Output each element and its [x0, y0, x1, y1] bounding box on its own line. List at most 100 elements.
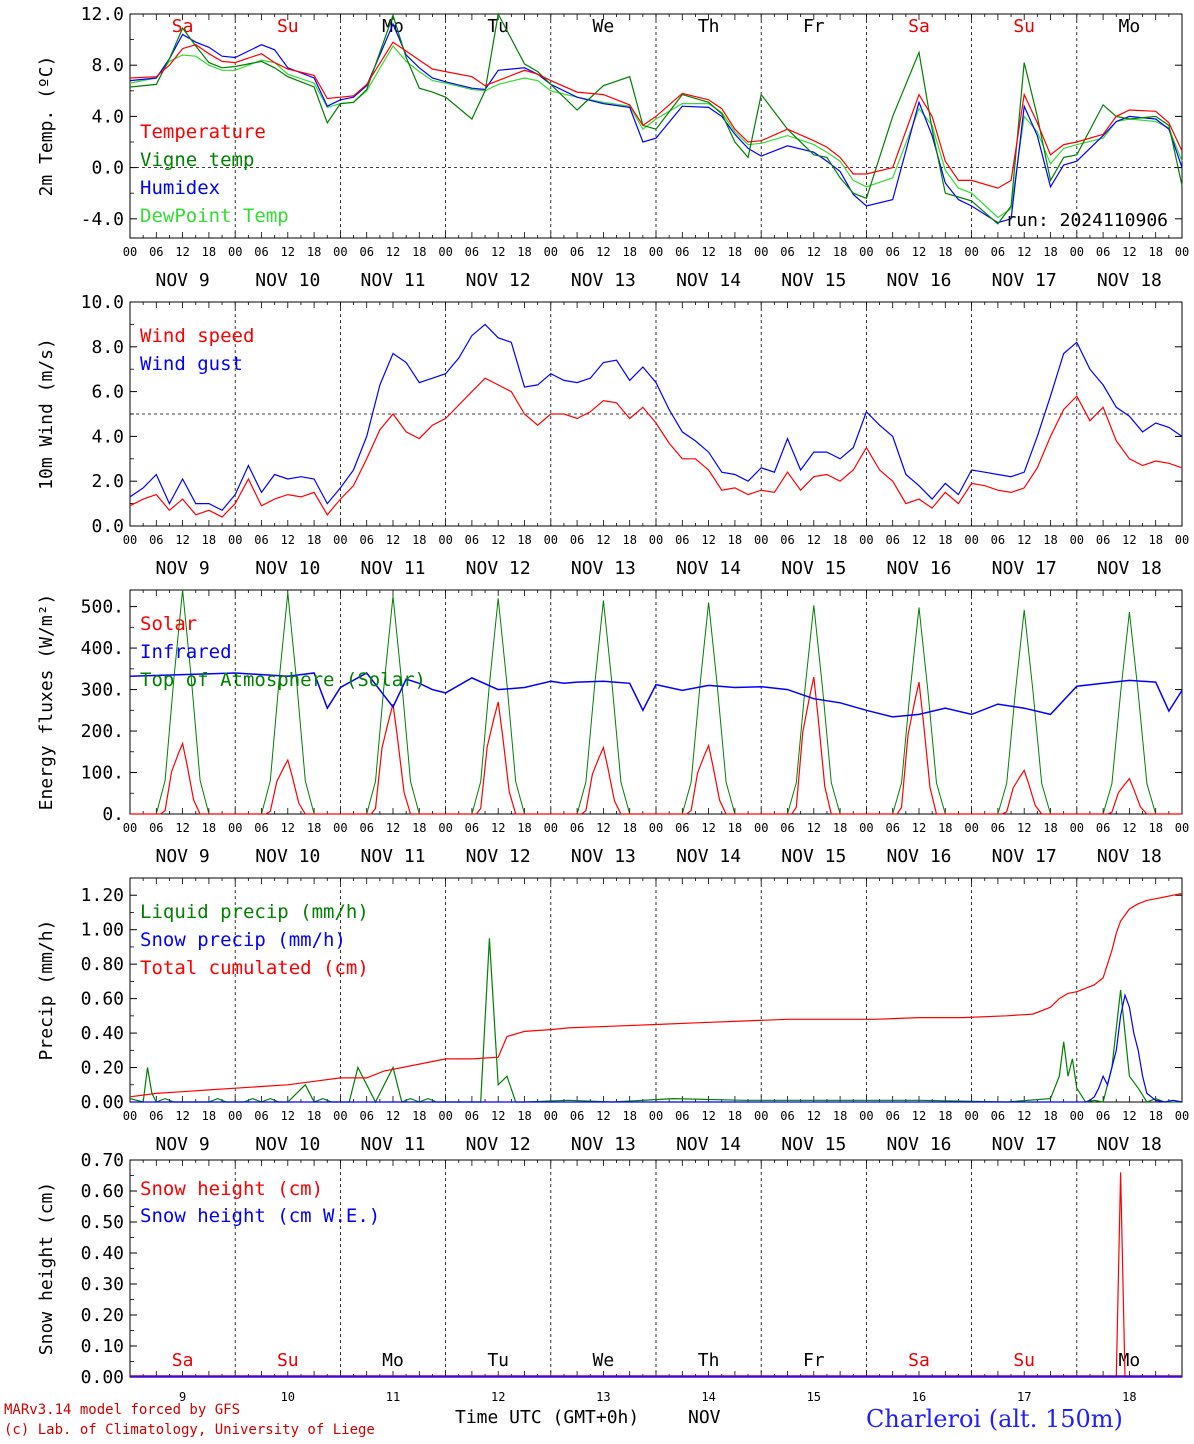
- energy-toa-line: [130, 589, 1182, 815]
- snow-day-number: 16: [912, 1390, 926, 1404]
- snow-y-tick-label: 0.20: [81, 1305, 124, 1326]
- wind-hour-label: 06: [465, 533, 479, 547]
- precip-y-tick-label: 1.20: [81, 885, 124, 906]
- temp-hour-label: 12: [1017, 245, 1031, 259]
- precip-date-label: NOV 11: [360, 1134, 425, 1155]
- temp-date-label: NOV 13: [571, 270, 636, 291]
- precip-hour-label: 18: [412, 1109, 426, 1123]
- temp-hour-label: 12: [491, 245, 505, 259]
- precip-hour-label: 06: [149, 1109, 163, 1123]
- wind-hour-label: 00: [1175, 533, 1189, 547]
- wind-date-label: NOV 13: [571, 558, 636, 579]
- temp-hour-label: 06: [675, 245, 689, 259]
- energy-hour-label: 06: [1096, 821, 1110, 835]
- temp-hour-label: 12: [175, 245, 189, 259]
- energy-hour-label: 00: [228, 821, 242, 835]
- wind-date-label: NOV 9: [156, 558, 210, 579]
- precip-date-label: NOV 17: [992, 1134, 1057, 1155]
- temp-hour-label: 18: [833, 245, 847, 259]
- precip-legend-entry: Total cumulated (cm): [140, 957, 369, 979]
- precip-hour-label: 18: [1043, 1109, 1057, 1123]
- temp-day-name: Su: [277, 16, 299, 37]
- wind-hour-label: 06: [1096, 533, 1110, 547]
- energy-legend-entry: Infrared: [140, 641, 232, 663]
- panels: -4.0 0.0 4.0 8.0 12.0 2m Temp. (ºC) 00 06 12 18 NO…: [36, 4, 1189, 1404]
- precip-hour-label: 00: [754, 1109, 768, 1123]
- energy-y-tick-label: 300.: [81, 680, 124, 701]
- precip-hour-label: 00: [333, 1109, 347, 1123]
- wind-legend-entry: Wind gust: [140, 353, 243, 375]
- energy-hour-label: 00: [649, 821, 663, 835]
- temp-hour-label: 06: [1096, 245, 1110, 259]
- x-axis-title: Time UTC (GMT+0h): [455, 1407, 639, 1428]
- energy-hour-label: 06: [359, 821, 373, 835]
- model-credit: MARv3.14 model forced by GFS: [4, 1402, 240, 1418]
- wind-hour-label: 18: [728, 533, 742, 547]
- wind-date-label: NOV 16: [886, 558, 951, 579]
- precip-hour-label: 00: [649, 1109, 663, 1123]
- temp-legend-entry: Temperature: [140, 121, 266, 143]
- precip-hour-label: 00: [1070, 1109, 1084, 1123]
- panel-snow: 0.00 0.10 0.20 0.30 0.40 0.50 0.60 0.70 Snow hei…: [36, 1150, 1183, 1404]
- energy-infrared-line: [129, 672, 1183, 718]
- wind-hour-label: 12: [596, 533, 610, 547]
- wind-y-tick-label: 0.0: [91, 516, 124, 537]
- precip-series-line: [130, 993, 1183, 1103]
- temp-hour-label: 12: [386, 245, 400, 259]
- energy-hour-label: 12: [491, 821, 505, 835]
- station-name: Charleroi (alt. 150m): [866, 1405, 1123, 1433]
- temp-date-label: NOV 10: [255, 270, 320, 291]
- wind-hour-label: 12: [491, 533, 505, 547]
- wind-date-label: NOV 14: [676, 558, 741, 579]
- precip-hour-label: 00: [544, 1109, 558, 1123]
- precip-hour-label: 06: [1096, 1109, 1110, 1123]
- precip-hour-label: 12: [596, 1109, 610, 1123]
- wind-hour-label: 00: [754, 533, 768, 547]
- snow-day-name: Th: [698, 1350, 720, 1371]
- wind-hour-label: 18: [1148, 533, 1162, 547]
- precip-hour-label: 18: [517, 1109, 531, 1123]
- energy-legend-entry: Top of Atmosphere (Solar): [140, 669, 426, 691]
- temp-legend-entry: DewPoint Temp: [140, 205, 289, 227]
- temp-y-tick-label: -4.0: [81, 209, 124, 230]
- wind-hour-label: 12: [912, 533, 926, 547]
- wind-date-label: NOV 15: [781, 558, 846, 579]
- temp-hour-label: 18: [728, 245, 742, 259]
- wind-hour-label: 06: [254, 533, 268, 547]
- snow-day-name: Mo: [382, 1350, 404, 1371]
- precip-legend-entry: Snow precip (mm/h): [140, 929, 346, 951]
- snow-day-name: Sa: [172, 1350, 194, 1371]
- wind-hour-label: 00: [1070, 533, 1084, 547]
- snow-y-tick-label: 0.70: [81, 1150, 124, 1171]
- temp-y-tick-label: 8.0: [91, 55, 124, 76]
- wind-hour-label: 12: [1122, 533, 1136, 547]
- energy-hour-label: 12: [1017, 821, 1031, 835]
- temp-hour-label: 00: [544, 245, 558, 259]
- snow-day-number: 13: [596, 1390, 610, 1404]
- snow-day-number: 14: [701, 1390, 715, 1404]
- wind-hour-label: 12: [701, 533, 715, 547]
- x-axis-month: NOV: [688, 1407, 721, 1428]
- precip-hour-label: 18: [833, 1109, 847, 1123]
- run-annotation: run: 2024110906: [1005, 210, 1168, 231]
- precip-hour-label: 18: [307, 1109, 321, 1123]
- snow-day-name: Sa: [908, 1350, 930, 1371]
- energy-hour-label: 06: [675, 821, 689, 835]
- temp-hour-label: 06: [885, 245, 899, 259]
- energy-hour-label: 18: [202, 821, 216, 835]
- energy-y-tick-label: 100.: [81, 763, 124, 784]
- precip-hour-label: 06: [570, 1109, 584, 1123]
- temp-hour-label: 12: [807, 245, 821, 259]
- temp-hour-label: 12: [596, 245, 610, 259]
- temp-hour-label: 18: [202, 245, 216, 259]
- energy-hour-label: 12: [912, 821, 926, 835]
- temp-date-label: NOV 9: [156, 270, 210, 291]
- wind-hour-label: 06: [359, 533, 373, 547]
- snow-y-tick-label: 0.40: [81, 1243, 124, 1264]
- temp-hour-label: 06: [254, 245, 268, 259]
- energy-y-axis-label: Energy fluxes (W/m²): [36, 594, 57, 811]
- precip-hour-label: 06: [254, 1109, 268, 1123]
- wind-hour-label: 00: [228, 533, 242, 547]
